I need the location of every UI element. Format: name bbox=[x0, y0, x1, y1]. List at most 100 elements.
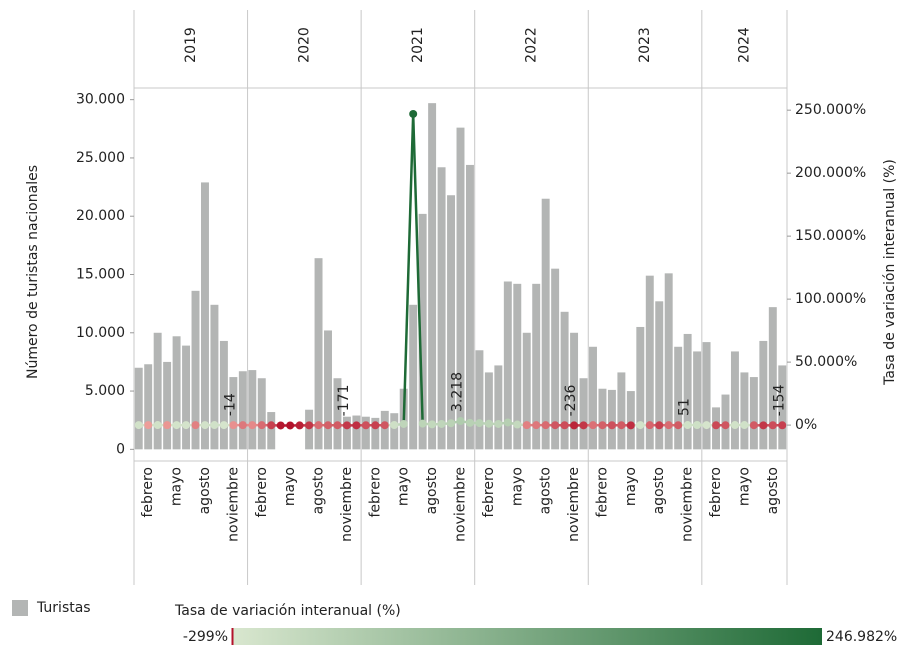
year-label: 2024 bbox=[736, 27, 752, 63]
rate-dot bbox=[589, 421, 597, 429]
rate-dot bbox=[267, 421, 275, 429]
x-tick-label: noviembre bbox=[225, 467, 241, 542]
rate-dot bbox=[712, 421, 720, 429]
rate-dot bbox=[731, 421, 739, 429]
bar bbox=[750, 377, 758, 449]
bar bbox=[163, 362, 171, 449]
x-tick-label: febrero bbox=[140, 467, 156, 518]
rate-dot bbox=[400, 420, 408, 428]
x-tick-label: noviembre bbox=[680, 467, 696, 542]
rate-dot bbox=[305, 421, 313, 429]
bar bbox=[523, 333, 531, 450]
rate-dot bbox=[693, 421, 701, 429]
rate-dot bbox=[684, 421, 692, 429]
x-tick-label: mayo bbox=[736, 467, 752, 506]
rate-dot bbox=[239, 421, 247, 429]
rate-label: -154 bbox=[771, 384, 787, 416]
rate-dot bbox=[220, 421, 228, 429]
rate-dot bbox=[163, 421, 171, 429]
bar bbox=[466, 165, 474, 449]
rate-dot bbox=[277, 421, 285, 429]
rate-dot bbox=[371, 421, 379, 429]
bar bbox=[494, 365, 502, 449]
x-tick-label: mayo bbox=[396, 467, 412, 506]
rate-dot bbox=[135, 421, 143, 429]
y2-tick-label: 100.000% bbox=[795, 291, 866, 307]
rate-dot bbox=[324, 421, 332, 429]
x-tick-label: agosto bbox=[197, 467, 213, 514]
x-tick-label: mayo bbox=[623, 467, 639, 506]
bar bbox=[182, 346, 190, 450]
legend-swatch bbox=[12, 600, 28, 616]
rate-dot bbox=[769, 421, 777, 429]
bar bbox=[428, 103, 436, 449]
rate-dot bbox=[627, 421, 635, 429]
color-legend-title: Tasa de variación interanual (%) bbox=[174, 603, 401, 619]
rate-dot bbox=[513, 421, 521, 429]
rate-dot bbox=[485, 420, 493, 428]
rate-dot bbox=[144, 421, 152, 429]
rate-dot bbox=[561, 421, 569, 429]
y2-axis-title: Tasa de variación interanual (%) bbox=[882, 159, 898, 386]
color-legend-bar bbox=[232, 628, 822, 645]
x-tick-label: noviembre bbox=[453, 467, 469, 542]
y2-tick-label: 150.000% bbox=[795, 228, 866, 244]
bar bbox=[135, 368, 143, 450]
rate-dot bbox=[173, 421, 181, 429]
rate-label: -236 bbox=[563, 385, 579, 417]
rate-label: 51 bbox=[677, 398, 693, 416]
bar bbox=[352, 416, 360, 450]
rate-dot bbox=[296, 421, 304, 429]
bar bbox=[703, 342, 711, 449]
color-legend-max: 246.982% bbox=[826, 629, 897, 645]
y2-tick-label: 0% bbox=[795, 417, 817, 433]
rate-dot bbox=[674, 421, 682, 429]
y-tick-label: 0 bbox=[116, 441, 125, 457]
rate-dot bbox=[665, 421, 673, 429]
rate-dot bbox=[381, 421, 389, 429]
rate-dot bbox=[494, 420, 502, 428]
y-tick-label: 25.000 bbox=[76, 150, 125, 166]
bar bbox=[239, 371, 247, 449]
y-tick-label: 15.000 bbox=[76, 267, 125, 283]
x-tick-label: agosto bbox=[311, 467, 327, 514]
bar bbox=[580, 378, 588, 449]
bar bbox=[381, 411, 389, 449]
y-tick-label: 20.000 bbox=[76, 208, 125, 224]
x-tick-label: febrero bbox=[594, 467, 610, 518]
rate-dot bbox=[428, 420, 436, 428]
bar bbox=[598, 389, 606, 450]
rate-dot bbox=[580, 421, 588, 429]
x-tick-label: febrero bbox=[254, 467, 270, 518]
bar bbox=[324, 330, 332, 449]
rate-label: -14 bbox=[222, 393, 238, 416]
year-label: 2022 bbox=[523, 27, 539, 63]
bar bbox=[154, 333, 162, 450]
rate-dot bbox=[750, 421, 758, 429]
bar bbox=[409, 305, 417, 450]
bar bbox=[608, 390, 616, 449]
bar bbox=[636, 327, 644, 449]
rate-dot bbox=[570, 421, 578, 429]
rate-dot bbox=[248, 421, 256, 429]
rate-dot bbox=[703, 421, 711, 429]
rate-dot bbox=[721, 421, 729, 429]
y2-tick-label: 250.000% bbox=[795, 102, 866, 118]
rate-dot bbox=[192, 421, 200, 429]
rate-dot bbox=[229, 421, 237, 429]
x-tick-label: noviembre bbox=[339, 467, 355, 542]
rate-dot bbox=[598, 421, 606, 429]
rate-dot bbox=[286, 421, 294, 429]
bar bbox=[542, 199, 550, 450]
rate-dot bbox=[740, 421, 748, 429]
y-tick-label: 10.000 bbox=[76, 325, 125, 341]
rate-dot bbox=[646, 421, 654, 429]
rate-dot bbox=[466, 419, 474, 427]
bar bbox=[315, 258, 323, 449]
x-tick-label: mayo bbox=[169, 467, 185, 506]
x-tick-label: mayo bbox=[509, 467, 525, 506]
rate-dot bbox=[759, 421, 767, 429]
rate-dot bbox=[523, 421, 531, 429]
legend-label: Turistas bbox=[36, 600, 91, 616]
year-label: 2019 bbox=[183, 27, 199, 63]
